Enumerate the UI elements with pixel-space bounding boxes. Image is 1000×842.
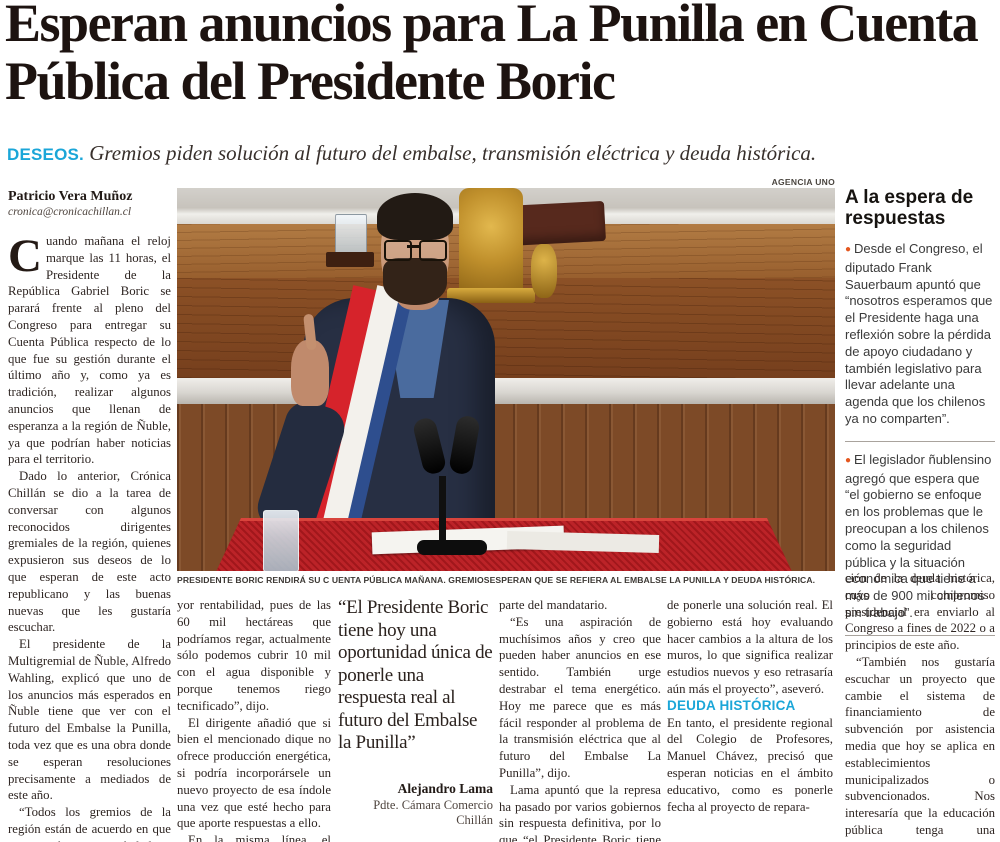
sidebar-item: ● El legislador ñublensino agregó que esp… [845, 442, 995, 636]
photo-brass-clock-base [447, 288, 535, 303]
photo-brass-ornament [531, 244, 557, 298]
bullet-dot-icon: ● [845, 454, 852, 466]
section-subhead: DEUDA HISTÓRICA [667, 697, 796, 713]
bullet-dot-icon: ● [845, 244, 852, 255]
photo-brass-clock [459, 188, 523, 298]
headline: Esperan anuncios para La Punilla en Cuen… [5, 0, 979, 111]
photo-glasses-lens-right [419, 240, 447, 261]
paragraph: “También nos gustaría escuchar un proyec… [845, 654, 995, 842]
paragraph: Lama apuntó que la represa ha pasado por… [499, 782, 661, 842]
photo-raised-hand [291, 340, 329, 406]
photo-caption: PRESIDENTE BORIC RENDIRÁ SU C UENTA PÚBL… [177, 575, 816, 585]
paragraph: yor rentabilidad, pues de las 60 mil hec… [177, 598, 331, 713]
sidebar-item-text: Desde el Congreso, el diputado Frank Sau… [845, 241, 993, 426]
photo-president-hair [377, 193, 453, 240]
photo-glasses-lens-left [384, 240, 412, 261]
paragraph-text: uando mañana el reloj marque las 11 hora… [8, 234, 171, 467]
paragraph: El dirigente añadió que si bien el menci… [177, 715, 331, 831]
drop-cap: C [8, 230, 42, 282]
paragraph: En la misma línea, el presidente de la C… [188, 833, 331, 842]
photo-water-glass-desk [335, 214, 367, 258]
paragraph: El presidente de la Multigremial de Ñubl… [8, 637, 171, 803]
sidebar-item-text: El legislador ñublensino agregó que espe… [845, 451, 992, 620]
photo-mic-base [417, 540, 487, 555]
kicker-text: Gremios piden solución al futuro del emb… [83, 141, 817, 165]
article-column-2: yor rentabilidad, pues de las 60 mil hec… [177, 597, 331, 842]
photo-mic-pole [439, 476, 446, 548]
photo-credit: AGENCIA UNO [771, 177, 835, 187]
paragraph: parte del mandatario. [499, 598, 608, 612]
pull-quote-author: Alejandro Lama [397, 780, 493, 796]
paragraph: “Es una aspiración de muchísimos años y … [499, 614, 661, 780]
article-column-4: parte del mandatario. “Es una aspiración… [499, 597, 661, 842]
photo-marble-ledge [177, 378, 835, 404]
article-column-5: de ponerle una solución real. El gobiern… [667, 597, 833, 839]
paragraph: En tanto, el presidente regional del Col… [667, 715, 833, 814]
sidebar-title: A la espera de respuestas [845, 187, 974, 229]
photo-president-beard [383, 258, 447, 305]
pull-quote-text: “El Presidente Boric tiene hoy una oport… [338, 597, 493, 753]
paragraph: ción de la deuda histórica, cuyo comprom… [845, 571, 995, 653]
photo-glasses-bridge [407, 245, 420, 248]
byline: Patricio Vera Muñoz cronica@cronicachill… [8, 189, 171, 218]
photo-coaster [326, 252, 374, 267]
article-column-6: ción de la deuda histórica, cuyo comprom… [845, 570, 995, 842]
paragraph: de ponerle una solución real. El gobiern… [667, 598, 833, 696]
kicker-tag: DESEOS. [7, 145, 84, 164]
sidebar-box: A la espera de respuestas ● Desde el Cong… [845, 187, 995, 636]
pull-quote-block: “El Presidente Boric tiene hoy una oport… [338, 597, 493, 839]
kicker: DESEOS. Gremios piden solución al futuro… [7, 141, 992, 166]
photo-water-glass-podium [263, 510, 299, 571]
sidebar-item: ● Desde el Congreso, el diputado Frank Sa… [845, 239, 995, 442]
paragraph: “Todos los gremios de la región están de… [8, 805, 171, 842]
paragraph-text: “También nos gustaría escuchar un proyec… [845, 654, 995, 842]
article-photo [177, 188, 835, 571]
paragraph: Dado lo anterior, Crónica Chillán se dio… [8, 469, 171, 635]
byline-author: Patricio Vera Muñoz [8, 189, 133, 204]
pull-quote-role: Pdte. Cámara Comercio Chillán [373, 797, 493, 827]
byline-email: cronica@cronicachillan.cl [8, 206, 132, 218]
